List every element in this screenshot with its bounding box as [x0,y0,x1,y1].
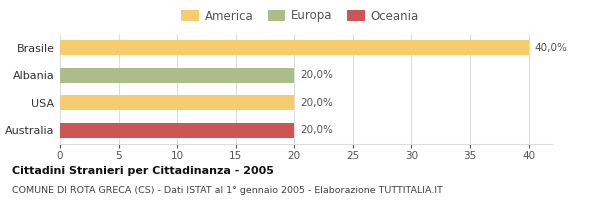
Text: 20,0%: 20,0% [300,125,333,135]
Text: COMUNE DI ROTA GRECA (CS) - Dati ISTAT al 1° gennaio 2005 - Elaborazione TUTTITA: COMUNE DI ROTA GRECA (CS) - Dati ISTAT a… [12,186,443,195]
Bar [60,68,294,83]
Text: Cittadini Stranieri per Cittadinanza - 2005: Cittadini Stranieri per Cittadinanza - 2… [12,166,274,176]
Text: 20,0%: 20,0% [300,70,333,80]
Bar [60,40,529,55]
Text: 40,0%: 40,0% [535,43,568,53]
Bar [60,123,294,138]
Text: 20,0%: 20,0% [300,98,333,108]
Legend: America, Europa, Oceania: America, Europa, Oceania [176,5,424,27]
Bar [60,95,294,110]
